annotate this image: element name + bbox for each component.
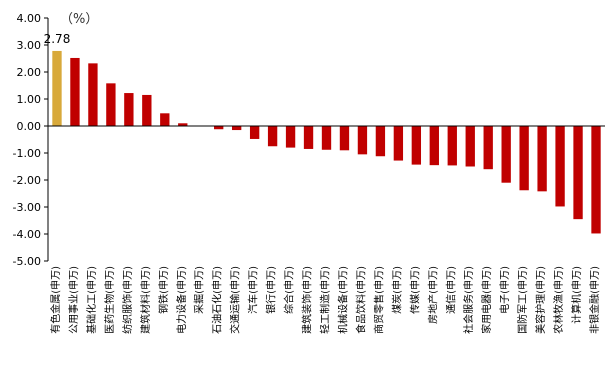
x-category-label: 纺织服饰(申万) [121, 266, 134, 334]
bar-27 [537, 126, 547, 192]
x-category-labels: 有色金属(申万) 公用事业(申万) 基础化工(申万) 医药生物(申万) 纺织服饰(申万)… [49, 266, 601, 334]
bar-12 [267, 126, 278, 147]
y-tick-label: -1.00 [13, 147, 41, 160]
x-category-label: 轻工制造(申万) [319, 266, 332, 334]
data-label: 2.78 [44, 32, 71, 46]
x-category-label: 建筑装饰(申万) [301, 266, 314, 334]
bar-23 [465, 126, 475, 167]
bar-9 [214, 126, 224, 130]
x-category-label: 通信(申万) [444, 266, 457, 314]
bar-1 [70, 57, 80, 126]
y-tick-label: -4.00 [13, 228, 41, 241]
x-category-label: 医药生物(申万) [103, 266, 116, 334]
bar-22 [447, 126, 457, 166]
x-category-label: 社会服务(申万) [462, 266, 475, 334]
bar-26 [519, 126, 529, 191]
x-category-label: 电力设备(申万) [175, 266, 188, 334]
x-category-label: 国防军工(申万) [516, 266, 529, 334]
bar-16 [339, 126, 350, 151]
x-category-label: 银行(申万) [265, 266, 278, 314]
x-category-label: 食品饮料(申万) [354, 266, 367, 334]
x-category-label: 钢铁(申万) [157, 266, 170, 314]
y-tick-label: 4.00 [17, 12, 42, 25]
bar-21 [429, 126, 439, 166]
x-category-label: 传媒(申万) [408, 266, 421, 314]
y-tick-label: 2.00 [17, 66, 42, 79]
x-category-label: 非银金融(申万) [588, 266, 601, 334]
bar-6 [160, 113, 170, 126]
data-labels: 2.78 [44, 32, 71, 46]
x-category-label: 综合(申万) [283, 266, 296, 314]
y-tick-labels: 4.00 3.00 2.00 1.00 0.00 -1.00 -2.00 -3.00 -4.00… [13, 12, 41, 268]
x-category-label: 商贸零售(申万) [372, 266, 385, 334]
x-category-label: 公用事业(申万) [67, 266, 80, 334]
bars-group [52, 50, 601, 234]
bar-29 [573, 126, 583, 220]
x-category-label: 农林牧渔(申万) [552, 266, 565, 334]
x-category-label: 交通运输(申万) [229, 266, 242, 334]
bar-15 [321, 126, 332, 150]
y-tick-label: 1.00 [17, 93, 42, 106]
bar-25 [501, 126, 511, 183]
x-category-label: 石油石化(申万) [211, 266, 224, 334]
bar-4 [124, 93, 134, 126]
x-category-label: 煤炭(申万) [390, 266, 403, 314]
x-category-label: 有色金属(申万) [49, 266, 62, 334]
axes-group [44, 17, 605, 262]
x-category-label: 计算机(申万) [570, 266, 583, 324]
bar-24 [483, 126, 493, 170]
y-tick-label: 0.00 [17, 120, 42, 133]
bar-20 [411, 126, 422, 165]
x-category-label: 汽车(申万) [247, 266, 260, 314]
x-category-label: 房地产(申万) [426, 266, 439, 324]
bar-3 [106, 83, 116, 126]
bar-18 [375, 126, 386, 157]
bar-0 [52, 50, 62, 126]
bar-30 [591, 126, 601, 234]
x-category-label: 采掘(申万) [193, 266, 206, 314]
y-tick-label: -3.00 [13, 201, 41, 214]
x-category-label: 基础化工(申万) [85, 266, 98, 334]
bar-11 [249, 126, 260, 139]
x-category-label: 建筑材料(申万) [139, 266, 152, 334]
y-tick-label: -5.00 [13, 255, 41, 268]
x-category-label: 机械设备(申万) [336, 266, 349, 334]
y-tick-label: -2.00 [13, 174, 41, 187]
bar-14 [303, 126, 314, 149]
y-tick-label: 3.00 [17, 39, 42, 52]
bar-19 [393, 126, 404, 161]
x-category-label: 家用电器(申万) [480, 266, 493, 334]
bar-13 [285, 126, 296, 148]
bar-17 [357, 126, 368, 155]
bar-2 [88, 63, 98, 126]
x-category-label: 电子(申万) [498, 266, 511, 314]
bar-7 [178, 123, 188, 126]
bar-5 [142, 94, 152, 126]
bar-28 [555, 126, 565, 207]
bar-10 [231, 126, 242, 131]
x-category-label: 美容护理(申万) [534, 266, 547, 334]
y-axis-unit: （%） [60, 12, 99, 27]
